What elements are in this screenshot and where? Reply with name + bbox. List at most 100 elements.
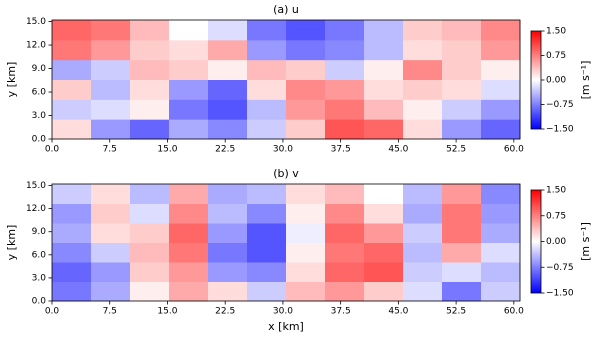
heatmap-cell	[442, 223, 482, 243]
colorbar-label: [m s⁻¹]	[579, 222, 592, 261]
y-axis-label: y [km]	[5, 62, 18, 98]
heatmap-cell	[481, 184, 521, 204]
heatmap-cell	[169, 39, 209, 61]
heatmap-cell	[52, 203, 92, 224]
x-axis-label: x [km]	[268, 320, 304, 333]
y-tick-label: 9.0	[32, 227, 47, 237]
heatmap-cell	[364, 39, 404, 61]
heatmap-cell	[403, 281, 443, 302]
heatmap-cell	[286, 184, 326, 204]
heatmap-cell	[130, 59, 170, 80]
heatmap-cell	[442, 242, 482, 263]
heatmap-cell	[403, 184, 443, 204]
heatmap-cell	[130, 99, 170, 120]
heatmap-cell	[169, 99, 209, 120]
heatmap-cell	[325, 281, 365, 302]
colorbar-tick-label: 0.00	[546, 237, 566, 247]
heatmap-cell	[403, 223, 443, 243]
y-tick-label: 12.0	[26, 41, 46, 51]
colorbar-label: [m s⁻¹]	[579, 61, 592, 100]
x-tick-label: 0.0	[45, 145, 60, 155]
heatmap-cell	[91, 59, 131, 80]
heatmap-cell	[130, 262, 170, 282]
heatmap-cell	[325, 262, 365, 282]
heatmap-cell	[91, 203, 131, 224]
heatmap-cell	[481, 59, 521, 80]
heatmap-cell	[52, 59, 92, 80]
heatmap-cell	[481, 262, 521, 282]
heatmap-cell	[208, 59, 248, 80]
heatmap-cell	[247, 281, 287, 302]
heatmap-cell	[403, 39, 443, 61]
heatmap-cell	[325, 79, 365, 100]
x-tick-label: 45.0	[388, 145, 408, 155]
heatmap-cell	[91, 39, 131, 61]
heatmap-cell	[130, 242, 170, 263]
heatmap-cell	[286, 39, 326, 61]
heatmap-cell	[208, 223, 248, 243]
heatmap-cell	[325, 119, 365, 140]
y-tick-label: 6.0	[32, 250, 47, 260]
heatmap-cell	[91, 79, 131, 100]
colorbar	[530, 30, 542, 130]
x-tick-label: 52.5	[446, 307, 466, 317]
heatmap-cell	[364, 184, 404, 204]
heatmap-cell	[403, 262, 443, 282]
heatmap-cell	[91, 119, 131, 140]
heatmap-cell	[169, 281, 209, 302]
heatmap-cell	[286, 99, 326, 120]
x-tick-label: 22.5	[215, 307, 235, 317]
heatmap-cell	[442, 99, 482, 120]
heatmap-cell	[130, 79, 170, 100]
heatmap-cell	[364, 223, 404, 243]
y-tick-label: 0.0	[32, 297, 47, 307]
colorbar-tick-label: −0.75	[546, 263, 574, 273]
heatmap-cell	[91, 184, 131, 204]
heatmap-cell	[403, 99, 443, 120]
heatmap-cell	[403, 59, 443, 80]
heatmap-cell	[364, 59, 404, 80]
heatmap-cell	[325, 223, 365, 243]
colorbar-tick-label: −1.50	[546, 125, 574, 135]
colorbar-tick-label: 0.75	[546, 51, 566, 61]
heatmap-cell	[325, 242, 365, 263]
x-tick-label: 15.0	[157, 307, 177, 317]
heatmap-cell	[442, 119, 482, 140]
plot-frame	[51, 19, 521, 140]
heatmap-cell	[286, 242, 326, 263]
heatmap-cell	[52, 99, 92, 120]
heatmap-cell	[52, 242, 92, 263]
heatmap-cell	[169, 79, 209, 100]
heatmap-cell	[403, 20, 443, 41]
heatmap-cell	[91, 223, 131, 243]
y-tick-label: 3.0	[32, 273, 47, 283]
heatmap-cell	[208, 99, 248, 120]
heatmap-cell	[247, 39, 287, 61]
heatmap-cell	[442, 20, 482, 41]
heatmap-cell	[286, 262, 326, 282]
heatmap-cell	[442, 281, 482, 302]
heatmap-cell	[481, 281, 521, 302]
heatmap-cell	[130, 203, 170, 224]
heatmap-cell	[364, 281, 404, 302]
heatmap-cell	[247, 20, 287, 41]
colorbar-tick-label: 1.50	[546, 186, 566, 196]
heatmap-cell	[247, 99, 287, 120]
heatmap-cell	[52, 20, 92, 41]
heatmap-cell	[169, 20, 209, 41]
y-tick-label: 15.0	[26, 17, 46, 27]
heatmap-cell	[247, 242, 287, 263]
heatmap-cell	[91, 281, 131, 302]
heatmap-cell	[403, 203, 443, 224]
heatmap-cell	[325, 20, 365, 41]
x-tick-label: 30.0	[273, 145, 293, 155]
heatmap-cell	[52, 262, 92, 282]
heatmap-cell	[130, 39, 170, 61]
heatmap-cell	[286, 281, 326, 302]
colorbar-tick-label: 1.50	[546, 27, 566, 37]
y-tick-label: 15.0	[26, 181, 46, 191]
heatmap-cell	[286, 223, 326, 243]
heatmap-cell	[286, 20, 326, 41]
heatmap-cell	[481, 99, 521, 120]
